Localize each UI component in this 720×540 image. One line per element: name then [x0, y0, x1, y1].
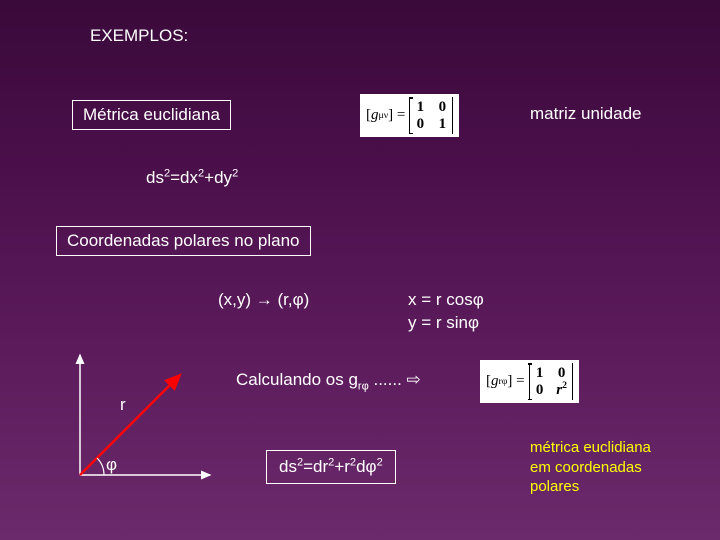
y-equation: y = r sinφ — [408, 313, 479, 333]
matrix-cells: 10 01 — [409, 97, 453, 134]
metric-box: Métrica euclidiana — [72, 100, 231, 130]
polar-box: Coordenadas polares no plano — [56, 226, 311, 256]
polar-metric-matrix: [grφ] = 10 0r2 — [480, 360, 579, 403]
note-line: métrica euclidiana — [530, 438, 651, 458]
coord-transform: (x,y) → (r,φ) — [218, 290, 309, 310]
note-line: polares — [530, 477, 651, 497]
r-label: r — [120, 395, 126, 415]
matrix-var: g — [491, 373, 499, 390]
polar-line-element-box: ds2=dr2+r2dφ2 — [266, 450, 396, 484]
phi-label: φ — [106, 455, 117, 475]
calculating-text: Calculando os grφ ...... ⇨ — [236, 370, 421, 390]
euclidean-line-element: ds2=dx2+dy2 — [146, 168, 238, 188]
matrix-var: g — [371, 107, 379, 124]
x-equation: x = r cosφ — [408, 290, 484, 310]
section-title: EXEMPLOS: — [90, 26, 188, 46]
polar-axes-diagram — [60, 345, 220, 495]
note-line: em coordenadas — [530, 458, 651, 478]
identity-matrix-label: matriz unidade — [530, 104, 642, 124]
identity-matrix: [gμν] = 10 01 — [360, 94, 459, 137]
matrix-cells: 10 0r2 — [529, 363, 573, 400]
polar-metric-note: métrica euclidiana em coordenadas polare… — [530, 438, 651, 497]
